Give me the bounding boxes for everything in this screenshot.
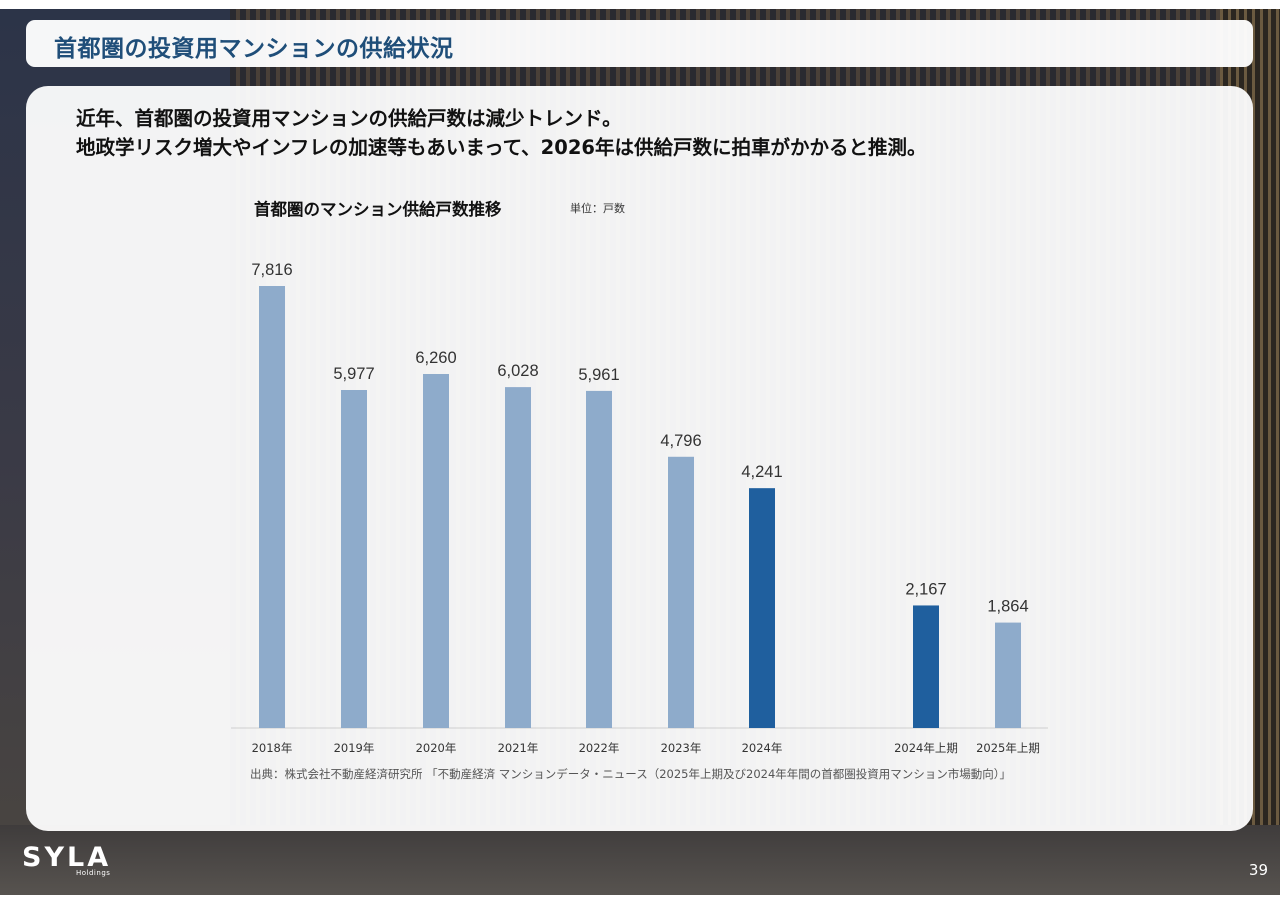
bar-2018年 <box>259 286 285 728</box>
bar-chart: 7,816 2018年 5,977 2019年 6,260 2020年 6,028 2021年… <box>231 261 1048 755</box>
x-tick-label: 2020年 <box>416 741 457 755</box>
bar-2024年 <box>749 488 775 728</box>
x-tick-label: 2025年上期 <box>976 741 1040 755</box>
bar-value-label: 7,816 <box>251 261 292 279</box>
bar-value-label: 6,028 <box>497 362 538 380</box>
x-tick-label: 2024年上期 <box>894 741 958 755</box>
page-title: 首都圏の投資用マンションの供給状況 <box>54 36 454 62</box>
bar-2021年 <box>505 387 531 728</box>
company-logo: SYLA Holdings <box>22 842 112 878</box>
x-tick-label: 2021年 <box>498 741 539 755</box>
logo-subtext: Holdings <box>76 869 111 877</box>
page-number: 39 <box>1248 861 1268 879</box>
x-tick-label: 2022年 <box>579 741 620 755</box>
bar-value-label: 6,260 <box>415 349 456 367</box>
bar-value-label: 1,864 <box>987 598 1028 616</box>
chart-title: 首都圏のマンション供給戸数推移 <box>254 200 502 219</box>
chart-unit: 単位：戸数 <box>570 202 625 215</box>
bar-value-label: 5,977 <box>333 365 374 383</box>
lead-text: 近年、首都圏の投資用マンションの供給戸数は減少トレンド。 地政学リスク増大やイン… <box>76 104 926 162</box>
logo-wordmark: SYLA <box>22 842 112 873</box>
title-bar: 首都圏の投資用マンションの供給状況 <box>26 20 1253 67</box>
bar-value-label: 4,796 <box>660 432 701 450</box>
x-tick-label: 2023年 <box>661 741 702 755</box>
x-tick-label: 2018年 <box>252 741 293 755</box>
x-tick-label: 2019年 <box>334 741 375 755</box>
lead-line-2: 地政学リスク増大やインフレの加速等もあいまって、2026年は供給戸数に拍車がかか… <box>76 136 927 159</box>
bar-value-label: 5,961 <box>578 366 619 384</box>
source-note: 出典：株式会社不動産経済研究所 「不動産経済 マンションデータ・ニュース（202… <box>250 767 1012 781</box>
bar-2024年上期 <box>913 605 939 728</box>
bar-2025年上期 <box>995 622 1021 728</box>
bar-2022年 <box>586 390 612 728</box>
bar-2020年 <box>423 373 449 728</box>
bar-2023年 <box>668 456 694 728</box>
bar-value-label: 2,167 <box>905 580 946 598</box>
lead-line-1: 近年、首都圏の投資用マンションの供給戸数は減少トレンド。 <box>76 107 622 130</box>
content-card: 近年、首都圏の投資用マンションの供給戸数は減少トレンド。 地政学リスク増大やイン… <box>26 86 1253 831</box>
x-tick-label: 2024年 <box>742 741 783 755</box>
bar-2019年 <box>341 389 367 728</box>
bar-value-label: 4,241 <box>741 463 782 481</box>
background-floor <box>0 825 1280 895</box>
